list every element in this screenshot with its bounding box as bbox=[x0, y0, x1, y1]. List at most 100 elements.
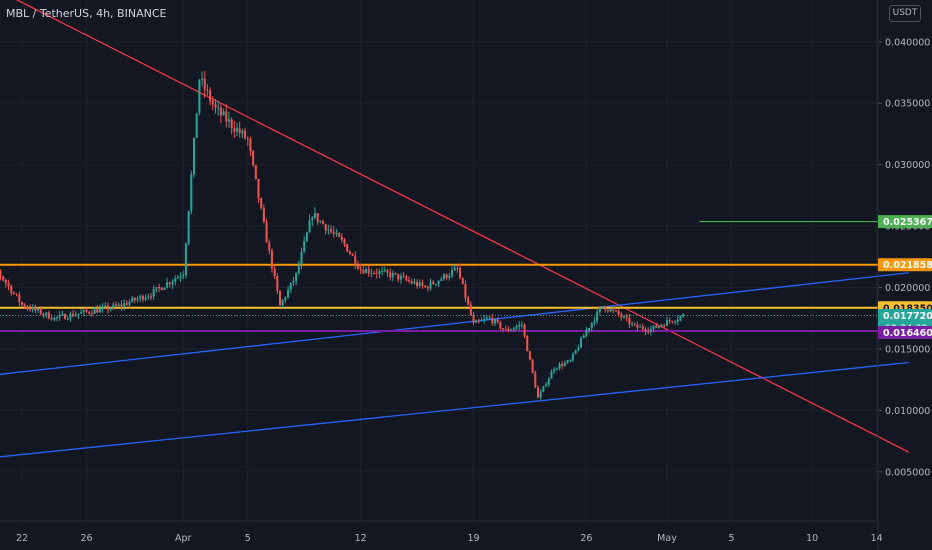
candle-body bbox=[555, 368, 558, 370]
candle-body bbox=[383, 270, 386, 272]
candle-body bbox=[566, 360, 569, 363]
candle-body bbox=[405, 276, 408, 280]
candle-body bbox=[545, 384, 548, 387]
candle-body bbox=[241, 130, 244, 134]
candle-body bbox=[230, 119, 233, 129]
candle-body bbox=[195, 113, 198, 138]
candle-body bbox=[179, 276, 182, 278]
candle-body bbox=[55, 317, 58, 319]
x-tick-label: 26 bbox=[80, 533, 92, 544]
candle-body bbox=[289, 282, 292, 290]
candle-body bbox=[327, 229, 330, 231]
candle-body bbox=[504, 328, 507, 330]
candle-body bbox=[499, 321, 502, 329]
current-price-tag-text: 0.017720 bbox=[883, 311, 932, 322]
candle-body bbox=[679, 316, 682, 320]
candle-body bbox=[622, 316, 626, 318]
candle-body bbox=[606, 309, 609, 312]
candle-body bbox=[128, 301, 131, 305]
candle-body bbox=[665, 320, 669, 327]
candle-body bbox=[585, 330, 588, 336]
candle-body bbox=[579, 338, 583, 348]
candle-body bbox=[493, 319, 497, 324]
candle-body bbox=[112, 304, 115, 309]
candle-body bbox=[386, 270, 389, 273]
x-tick-label: 10 bbox=[806, 533, 818, 544]
resistance-price-tag-text: 0.021858 bbox=[883, 260, 932, 271]
candle-body bbox=[356, 264, 359, 269]
candle-body bbox=[58, 314, 61, 318]
candle-body bbox=[485, 318, 488, 320]
candle-body bbox=[561, 364, 564, 366]
candle-body bbox=[512, 328, 515, 330]
resistance-price-tag-bg bbox=[878, 258, 932, 272]
candle-body bbox=[34, 306, 37, 311]
candle-body bbox=[74, 314, 77, 317]
candle-body bbox=[593, 321, 596, 323]
candle-body bbox=[77, 313, 80, 315]
candle-body bbox=[297, 264, 300, 274]
candle-body bbox=[507, 328, 510, 331]
candle-body bbox=[50, 318, 53, 320]
candle-body bbox=[174, 278, 177, 282]
candle-body bbox=[104, 305, 107, 307]
candle-body bbox=[203, 78, 206, 90]
candle-body bbox=[346, 244, 349, 252]
trend-line-descending bbox=[15, 0, 910, 453]
candle-body bbox=[340, 236, 343, 241]
candle-body bbox=[63, 314, 67, 320]
candle-body bbox=[445, 274, 448, 278]
y-tick-label: 0.010000 bbox=[885, 406, 930, 417]
candle-body bbox=[93, 309, 96, 314]
candle-body bbox=[42, 314, 45, 316]
candle-body bbox=[233, 128, 236, 132]
candle-body bbox=[364, 269, 368, 274]
candle-body bbox=[582, 335, 585, 339]
candle-body bbox=[657, 326, 660, 328]
candle-body bbox=[23, 304, 26, 308]
candle-body bbox=[550, 371, 553, 379]
candle-body bbox=[265, 222, 268, 243]
candle-body bbox=[281, 300, 284, 306]
candle-body bbox=[590, 322, 593, 329]
candle-body bbox=[391, 272, 394, 278]
candle-body bbox=[217, 107, 220, 109]
candle-body bbox=[588, 328, 591, 331]
candle-body bbox=[262, 208, 265, 223]
x-tick-label: 5 bbox=[245, 533, 251, 544]
candle-body bbox=[633, 323, 636, 325]
candle-body bbox=[628, 317, 631, 325]
candle-body bbox=[359, 268, 362, 270]
candle-body bbox=[553, 369, 556, 372]
candle-body bbox=[160, 287, 163, 290]
currency-button[interactable]: USDT bbox=[889, 5, 921, 22]
candle-body bbox=[82, 310, 85, 313]
candle-body bbox=[448, 275, 451, 278]
candle-body bbox=[668, 320, 671, 322]
candle-body bbox=[343, 240, 346, 245]
candle-body bbox=[72, 313, 75, 317]
candle-body bbox=[106, 305, 110, 310]
candle-body bbox=[378, 271, 381, 274]
candle-body bbox=[574, 350, 577, 354]
candle-body bbox=[660, 325, 663, 327]
candle-body bbox=[268, 242, 271, 251]
candle-body bbox=[98, 308, 101, 313]
candle-body bbox=[437, 280, 440, 284]
candle-body bbox=[631, 323, 634, 325]
candle-body bbox=[421, 282, 424, 286]
candle-body bbox=[61, 314, 64, 316]
candle-body bbox=[518, 324, 521, 327]
candle-body bbox=[362, 269, 365, 274]
candle-body bbox=[491, 317, 494, 324]
support-purple-price-tag-bg bbox=[878, 326, 932, 340]
candle-body bbox=[373, 272, 376, 274]
candle-body bbox=[389, 272, 392, 278]
candle-body bbox=[155, 287, 158, 290]
candle-body bbox=[192, 137, 196, 175]
candle-body bbox=[488, 317, 491, 319]
candle-body bbox=[171, 281, 174, 285]
candle-body bbox=[211, 100, 214, 105]
